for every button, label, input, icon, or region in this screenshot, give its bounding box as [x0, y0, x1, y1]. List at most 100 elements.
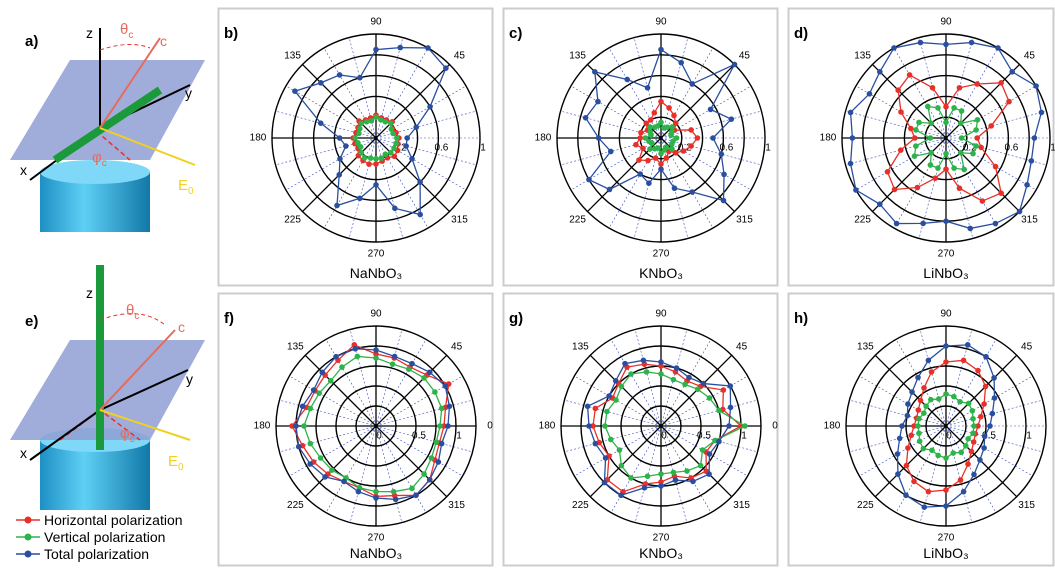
data-point — [983, 354, 989, 360]
data-point — [928, 120, 934, 126]
subscript: c — [134, 311, 139, 322]
data-point — [669, 146, 675, 152]
data-point — [389, 126, 395, 132]
legend-marker — [25, 517, 32, 524]
angle-tick-label: 90 — [370, 17, 382, 28]
data-point — [593, 406, 599, 412]
data-point — [638, 130, 644, 136]
data-point — [658, 166, 664, 172]
data-point — [958, 477, 964, 483]
data-point — [352, 135, 358, 141]
data-point — [394, 135, 400, 141]
data-point — [957, 399, 963, 405]
angle-tick-label: 180 — [250, 133, 267, 144]
axis-label: c — [178, 319, 185, 335]
data-point — [961, 489, 967, 495]
data-point — [926, 489, 932, 495]
data-point — [318, 80, 324, 86]
x-axis-label: NaNbO₃ — [350, 265, 402, 281]
diagram-e: e) z y x c θc φc E0 — [10, 265, 205, 510]
data-point — [619, 463, 625, 469]
data-point — [701, 381, 707, 387]
symbol: θ — [126, 302, 134, 319]
data-point — [918, 40, 924, 46]
data-point — [700, 447, 706, 453]
data-point — [336, 172, 342, 178]
data-point — [943, 343, 949, 349]
legend-label: Total polarization — [44, 546, 149, 562]
x-axis-label: NaNbO₃ — [350, 545, 402, 561]
angle-tick-label: 0 — [487, 421, 493, 432]
field-label: E0 — [168, 453, 184, 473]
data-point — [981, 445, 987, 451]
data-point — [686, 375, 692, 381]
data-point — [716, 439, 722, 445]
data-point — [1009, 69, 1015, 75]
data-point — [637, 135, 643, 141]
data-point — [293, 423, 299, 429]
data-point — [292, 88, 298, 94]
axis-label: c — [160, 33, 167, 49]
data-point — [1039, 110, 1045, 116]
data-point — [894, 221, 900, 227]
data-point — [943, 166, 949, 172]
data-point — [404, 135, 410, 141]
data-point — [397, 45, 403, 51]
data-point — [592, 69, 598, 75]
data-point — [369, 118, 375, 124]
data-point — [604, 409, 610, 415]
data-point — [311, 387, 317, 393]
data-point — [1024, 182, 1030, 188]
panel-label: g) — [509, 310, 523, 327]
data-point — [318, 455, 324, 461]
data-point — [406, 366, 412, 372]
data-point — [651, 110, 657, 116]
data-point — [965, 461, 971, 467]
data-point — [319, 369, 325, 375]
data-point — [316, 390, 322, 396]
angle-tick-label: 180 — [254, 421, 271, 432]
data-point — [911, 479, 917, 485]
data-point — [373, 156, 379, 162]
data-point — [1032, 135, 1038, 141]
data-point — [977, 457, 983, 463]
data-point — [1006, 99, 1012, 105]
data-point — [928, 397, 934, 403]
angle-tick-label: 135 — [572, 341, 589, 352]
data-point — [1029, 158, 1035, 164]
data-point — [364, 119, 370, 125]
angle-tick-label: 0 — [772, 421, 778, 432]
plane — [10, 340, 205, 440]
angle-tick-label: 225 — [857, 500, 874, 511]
angle-tick-label: 45 — [451, 341, 463, 352]
angle-tick-label: 315 — [1018, 500, 1035, 511]
angle-tick-label: 90 — [940, 17, 952, 28]
data-point — [373, 355, 379, 361]
legend-marker — [25, 551, 32, 558]
data-point — [912, 153, 918, 159]
data-point — [721, 387, 727, 393]
data-point — [595, 99, 601, 105]
data-point — [707, 395, 713, 401]
data-point — [640, 146, 646, 152]
data-point — [943, 218, 949, 224]
data-point — [357, 75, 363, 81]
data-point — [417, 179, 423, 185]
data-point — [658, 99, 664, 105]
data-point — [688, 143, 694, 149]
data-point — [970, 416, 976, 422]
x-axis-label: KNbO₃ — [639, 265, 683, 281]
data-point — [718, 151, 724, 157]
radial-tick-label: 0.6 — [434, 143, 448, 154]
data-point — [726, 423, 732, 429]
data-point — [658, 471, 664, 477]
data-point — [645, 473, 651, 479]
angle-tick-label: 135 — [284, 51, 301, 62]
data-point — [390, 361, 396, 367]
data-point — [669, 124, 675, 130]
data-point — [908, 433, 914, 439]
data-point — [943, 503, 949, 509]
data-point — [980, 198, 986, 204]
data-point — [970, 430, 976, 436]
